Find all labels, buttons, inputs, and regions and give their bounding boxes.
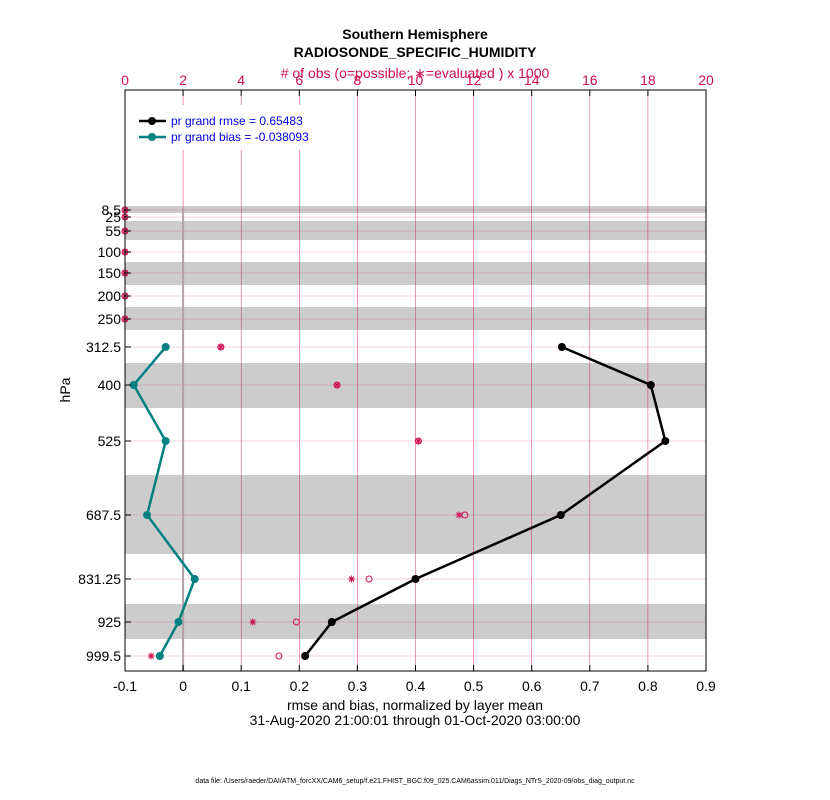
top-axis-ticks: 0 2 4 6 8 10 12 14 16 18 20 [121, 72, 714, 96]
x-axis-date-range: 31-Aug-2020 21:00:01 through 01-Oct-2020… [250, 712, 581, 728]
obs-evaluated-marker [455, 511, 463, 519]
top-axis-label: # of obs (o=possible; ∗=evaluated ) x 10… [281, 65, 550, 81]
top-tick-label: 2 [179, 72, 187, 88]
legend-rmse-label: pr grand rmse = 0.65483 [171, 114, 303, 128]
obs-evaluated-marker [414, 437, 422, 445]
bias-point [155, 652, 164, 660]
y-axis-label: hPa [57, 377, 73, 402]
rmse-point [646, 381, 655, 389]
x-tick-label: 0.5 [464, 678, 484, 694]
top-tick-label: 14 [524, 72, 540, 88]
legend-rmse-marker [148, 117, 156, 125]
top-tick-label: 8 [354, 72, 362, 88]
chart-title: Southern Hemisphere [342, 26, 488, 42]
obs-evaluated-marker [147, 652, 155, 660]
x-tick-label: 0.6 [522, 678, 542, 694]
rmse-point [557, 343, 566, 351]
top-tick-label: 0 [121, 72, 129, 88]
y-tick-label: 925 [98, 614, 122, 630]
obs-possible-marker [365, 575, 373, 583]
legend: pr grand rmse = 0.65483 pr grand bias = … [130, 105, 330, 150]
series-lines [129, 343, 670, 660]
bias-point [161, 343, 170, 351]
x-tick-label: 0.4 [406, 678, 426, 694]
top-tick-label: 16 [582, 72, 598, 88]
rmse-point [661, 437, 670, 445]
top-tick-label: 20 [698, 72, 714, 88]
bias-point [143, 511, 152, 519]
bias-point [161, 437, 170, 445]
x-tick-label: 0.8 [638, 678, 658, 694]
x-tick-label: 0.9 [696, 678, 716, 694]
x-tick-label: 0.1 [231, 678, 251, 694]
y-tick-label: 831.25 [78, 571, 121, 587]
x-tick-label: 0.2 [290, 678, 310, 694]
rmse-point [301, 652, 310, 660]
bottom-axis-ticks: -0.1 0 0.1 0.2 0.3 0.4 0.5 0.6 0.7 0.8 0.9 [113, 665, 716, 694]
y-tick-label: 100 [98, 244, 122, 260]
y-tick-label: 55 [105, 223, 121, 239]
legend-bias-marker [148, 133, 156, 141]
bias-point [190, 575, 199, 583]
y-tick-label: 525 [98, 433, 122, 449]
y-tick-label: 250 [98, 311, 122, 327]
y-tick-label: 200 [98, 288, 122, 304]
y-tick-label: 687.5 [86, 507, 121, 523]
obs-evaluated-marker [249, 618, 257, 626]
x-axis-label: rmse and bias, normalized by layer mean [287, 697, 543, 713]
top-tick-label: 4 [237, 72, 245, 88]
legend-bias-label: pr grand bias = -0.038093 [171, 130, 309, 144]
chart-subtitle: RADIOSONDE_SPECIFIC_HUMIDITY [294, 44, 537, 60]
data-file-footnote: data file: /Users/raeder/DAI/ATM_forcXX/… [195, 778, 635, 785]
obs-evaluated-marker [217, 343, 225, 351]
top-tick-label: 10 [408, 72, 424, 88]
y-tick-label: 8.5 [102, 202, 122, 218]
rmse-point [556, 511, 565, 519]
x-tick-label: 0.7 [580, 678, 600, 694]
obs-possible-marker [275, 652, 283, 660]
y-tick-label: 312.5 [86, 339, 121, 355]
obs-possible-marker [292, 618, 300, 626]
x-tick-label: 0 [179, 678, 187, 694]
top-tick-label: 12 [466, 72, 482, 88]
rmse-point [327, 618, 336, 626]
bias-point [174, 618, 183, 626]
y-tick-label: 999.5 [86, 648, 121, 664]
x-tick-label: -0.1 [113, 678, 137, 694]
top-tick-label: 6 [295, 72, 303, 88]
top-tick-label: 18 [640, 72, 656, 88]
y-tick-label: 150 [98, 265, 122, 281]
rmse-point [411, 575, 420, 583]
obs-evaluated-marker [348, 575, 356, 583]
y-tick-label: 400 [98, 377, 122, 393]
y-tick-label: 25 [105, 209, 121, 225]
x-tick-label: 0.3 [348, 678, 368, 694]
bias-point [129, 381, 138, 389]
obs-evaluated-marker [333, 381, 341, 389]
